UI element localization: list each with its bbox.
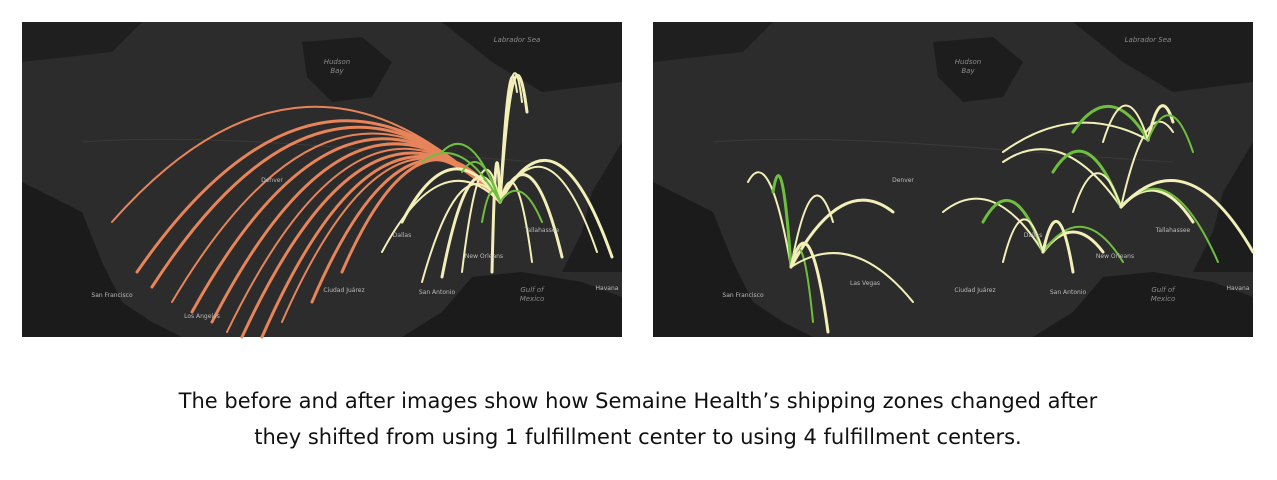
map-label: Mexico xyxy=(1151,295,1176,303)
map-label: Denver xyxy=(261,177,283,184)
map-after: Hudson Bay Labrador Sea San Francisco La… xyxy=(652,21,1255,338)
map-label: Ciudad Juárez xyxy=(323,287,364,294)
map-label: Las Vegas xyxy=(850,280,880,287)
caption-line: they shifted from using 1 fulfillment ce… xyxy=(254,425,1021,449)
shipping-arc xyxy=(789,241,830,334)
map-label: Hudson xyxy=(324,58,351,66)
shipping-arc xyxy=(1147,114,1194,153)
map-label: Bay xyxy=(330,67,344,75)
map-label: Los Angeles xyxy=(184,313,220,320)
shipping-arc xyxy=(381,179,501,253)
map-label: San Antonio xyxy=(419,289,456,296)
map-label: New Orleans xyxy=(465,253,503,260)
map-label: Bay xyxy=(961,67,975,75)
shipping-arc xyxy=(1042,225,1124,263)
shipping-arc xyxy=(1002,121,1149,153)
map-label: Ciudad Juárez xyxy=(954,287,995,294)
map-before: Hudson Bay Labrador Sea San Francisco Lo… xyxy=(21,21,623,339)
map-label: Tallahassee xyxy=(1155,227,1191,234)
map-label: Gulf of xyxy=(520,286,545,294)
shipping-arc xyxy=(1119,179,1255,254)
map-label: Dallas xyxy=(1024,232,1042,239)
map-label: Labrador Sea xyxy=(1125,36,1172,44)
map-label: Labrador Sea xyxy=(494,36,541,44)
map-label: Denver xyxy=(892,177,914,184)
shipping-arc xyxy=(1041,219,1075,274)
shipping-arc xyxy=(1120,120,1174,208)
caption-line: The before and after images show how Sem… xyxy=(178,389,1098,413)
map-label: Hudson xyxy=(955,58,982,66)
shipping-arc xyxy=(1002,148,1122,208)
map-label: Gulf of xyxy=(1151,286,1176,294)
map-label: Dallas xyxy=(393,232,411,239)
shipping-arc xyxy=(1102,104,1149,143)
shipping-arc xyxy=(461,161,501,203)
map-label: San Antonio xyxy=(1050,289,1087,296)
map-label: New Orleans xyxy=(1096,253,1134,260)
shipping-arc xyxy=(747,171,792,268)
map-label: Havana xyxy=(596,285,619,292)
shipping-arc xyxy=(481,189,501,223)
shipping-arc xyxy=(790,252,914,303)
shipping-arc xyxy=(400,167,502,224)
shipping-arc xyxy=(942,197,1044,253)
shipping-arc xyxy=(498,159,614,259)
shipping-arc xyxy=(499,75,518,203)
map-label: Tallahassee xyxy=(524,227,560,234)
shipping-arc xyxy=(771,174,793,269)
shipping-arc xyxy=(1071,104,1150,142)
shipping-arc xyxy=(789,198,895,269)
shipping-arc xyxy=(790,194,834,268)
map-label: San Francisco xyxy=(722,292,764,299)
shipping-arc xyxy=(421,152,501,203)
shipping-arc xyxy=(499,189,543,223)
map-label: Mexico xyxy=(520,295,545,303)
shipping-arc xyxy=(1072,172,1122,213)
map-label: San Francisco xyxy=(91,292,133,299)
map-label: Havana xyxy=(1227,285,1250,292)
shipping-arc xyxy=(1002,218,1044,263)
shipping-arc xyxy=(490,161,502,274)
